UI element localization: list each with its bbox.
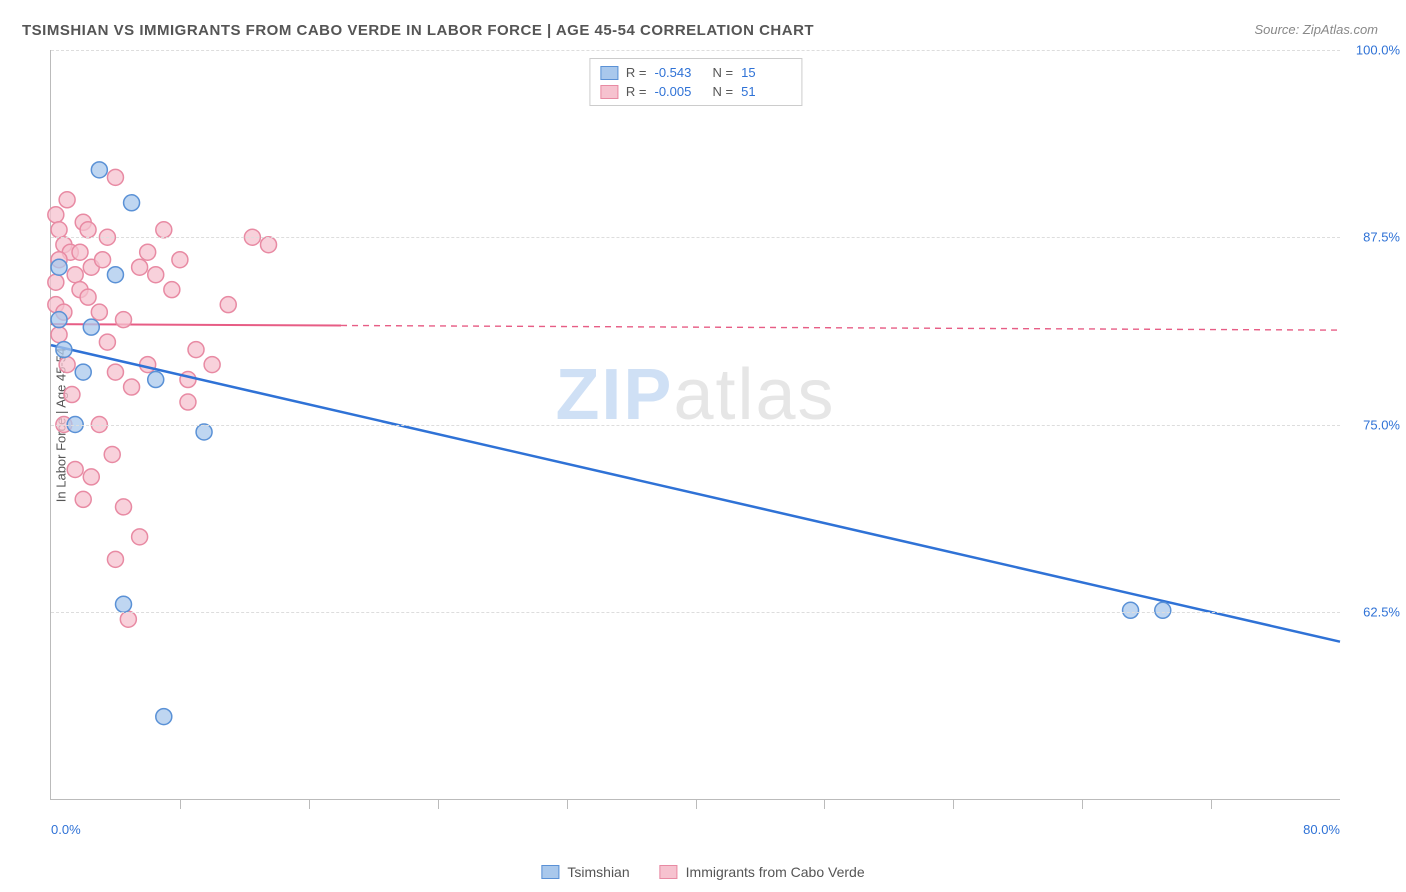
- gridline-v: [438, 799, 439, 809]
- series-legend-label: Immigrants from Cabo Verde: [686, 864, 865, 880]
- correlation-legend-row: R = -0.543 N = 15: [600, 63, 791, 82]
- series-legend-label: Tsimshian: [567, 864, 629, 880]
- gridline-h: [51, 50, 1340, 51]
- n-label: N =: [713, 65, 734, 80]
- gridline-v: [309, 799, 310, 809]
- legend-swatch: [660, 865, 678, 879]
- r-value: -0.543: [655, 65, 705, 80]
- gridline-v: [953, 799, 954, 809]
- n-label: N =: [713, 84, 734, 99]
- chart-title: TSIMSHIAN VS IMMIGRANTS FROM CABO VERDE …: [22, 22, 814, 39]
- x-tick-label: 80.0%: [1303, 822, 1340, 837]
- gridline-h: [51, 425, 1340, 426]
- series-legend-item: Tsimshian: [541, 864, 629, 880]
- x-tick-label: 0.0%: [51, 822, 81, 837]
- gridline-v: [567, 799, 568, 809]
- r-value: -0.005: [655, 84, 705, 99]
- r-label: R =: [626, 65, 647, 80]
- y-tick-label: 87.5%: [1345, 230, 1400, 245]
- plot-area: In Labor Force | Age 45-54 ZIPatlas R =-…: [50, 50, 1340, 800]
- y-tick-label: 100.0%: [1345, 43, 1400, 58]
- gridline-v: [824, 799, 825, 809]
- gridline-v: [1082, 799, 1083, 809]
- legend-swatch: [600, 85, 618, 99]
- gridline-h: [51, 237, 1340, 238]
- series-legend-item: Immigrants from Cabo Verde: [660, 864, 865, 880]
- correlation-legend-row: R = -0.005 N = 51: [600, 82, 791, 101]
- gridline-h: [51, 612, 1340, 613]
- n-value: 15: [741, 65, 791, 80]
- correlation-legend: R = -0.543 N = 15 R = -0.005 N = 51: [589, 58, 802, 106]
- n-value: 51: [741, 84, 791, 99]
- chart-source: Source: ZipAtlas.com: [1254, 22, 1378, 37]
- legend-swatch: [541, 865, 559, 879]
- r-label: R =: [626, 84, 647, 99]
- y-tick-label: 75.0%: [1345, 417, 1400, 432]
- series-legend: Tsimshian Immigrants from Cabo Verde: [541, 864, 864, 880]
- y-tick-label: 62.5%: [1345, 604, 1400, 619]
- gridline-v: [180, 799, 181, 809]
- legend-swatch: [600, 66, 618, 80]
- gridline-v: [1211, 799, 1212, 809]
- gridline-v: [696, 799, 697, 809]
